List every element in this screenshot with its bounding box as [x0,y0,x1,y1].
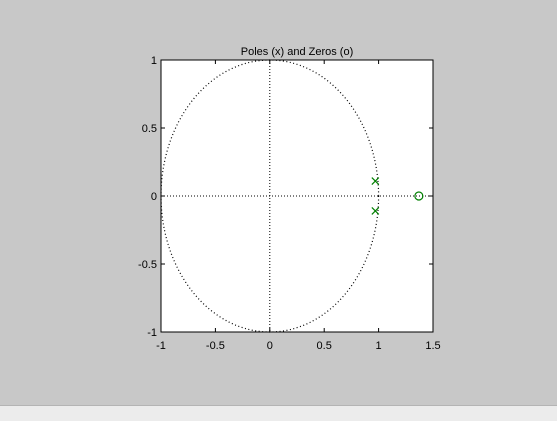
x-tick-label: 1.5 [425,340,440,352]
markers [371,177,424,215]
x-tick-labels: -1 -0.5 0 0.5 1 1.5 [156,340,441,352]
y-tick-label: -1 [147,327,157,339]
x-tick-label: 0 [267,340,273,352]
pole-zero-plot: -1 -0.5 0 0.5 1 1.5 1 0.5 0 -0.5 -1 Poles (x) and… [138,46,441,352]
chart-title: Poles (x) and Zeros (o) [241,46,353,58]
x-tick-label: -0.5 [206,340,225,352]
y-tick-label: 0.5 [142,123,157,135]
pole-marker [371,177,380,185]
y-tick-label: 0 [151,191,157,203]
ticks [160,59,434,333]
y-tick-labels: 1 0.5 0 -0.5 -1 [138,55,157,339]
x-tick-label: 1 [376,340,382,352]
y-tick-label: -0.5 [138,259,157,271]
window-bottom-strip [0,405,557,421]
y-tick-label: 1 [151,55,157,67]
x-tick-label: -1 [156,340,166,352]
x-tick-label: 0.5 [317,340,332,352]
pole-marker [371,207,380,215]
zero-marker [414,191,424,201]
